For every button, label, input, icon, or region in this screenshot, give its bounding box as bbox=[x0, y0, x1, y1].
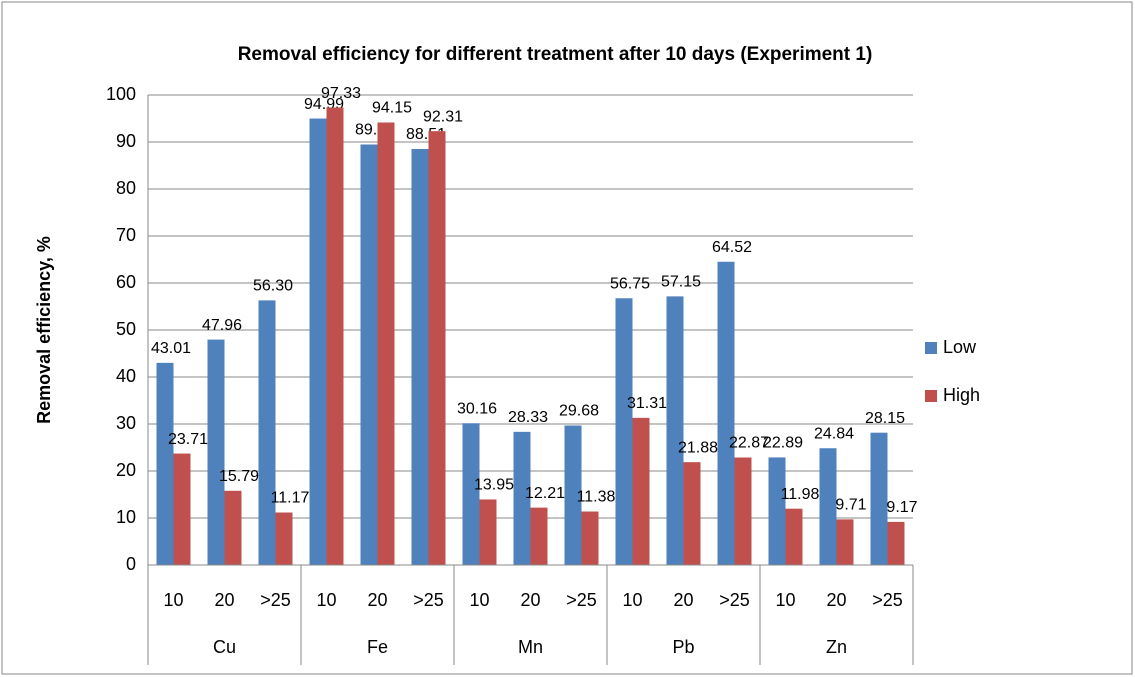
bar bbox=[666, 296, 684, 565]
bar bbox=[360, 144, 378, 565]
x-tick-label: >25 bbox=[566, 590, 597, 610]
data-label: 9.17 bbox=[886, 499, 917, 516]
data-label: 97.33 bbox=[321, 85, 361, 102]
x-tick-label: >25 bbox=[260, 590, 291, 610]
bar bbox=[819, 448, 837, 565]
x-tick-label: >25 bbox=[413, 590, 444, 610]
data-label: 56.30 bbox=[253, 278, 293, 295]
bar bbox=[207, 339, 225, 565]
y-tick-label: 10 bbox=[116, 507, 136, 527]
legend-label: Low bbox=[943, 337, 977, 357]
x-tick-label: 20 bbox=[826, 590, 846, 610]
legend-swatch bbox=[925, 342, 937, 354]
data-label: 13.95 bbox=[474, 477, 514, 494]
bar bbox=[309, 118, 327, 565]
bar bbox=[632, 417, 650, 565]
data-label: 12.21 bbox=[525, 485, 565, 502]
data-label: 21.88 bbox=[678, 439, 718, 456]
bar bbox=[428, 131, 446, 565]
bar bbox=[768, 457, 786, 565]
y-axis-label: Removal efficiency, % bbox=[34, 236, 54, 424]
bar bbox=[564, 425, 582, 565]
data-label: 11.98 bbox=[781, 486, 820, 503]
x-tick-label: 20 bbox=[214, 590, 234, 610]
bar bbox=[173, 453, 191, 565]
y-tick-label: 20 bbox=[116, 460, 136, 480]
x-tick-label: 20 bbox=[520, 590, 540, 610]
x-tick-label: 10 bbox=[316, 590, 336, 610]
data-label: 64.52 bbox=[712, 239, 752, 256]
data-label: 24.84 bbox=[814, 425, 854, 442]
y-tick-label: 0 bbox=[126, 554, 136, 574]
chart-title: Removal efficiency for different treatme… bbox=[238, 44, 873, 65]
y-tick-label: 40 bbox=[116, 366, 136, 386]
data-label: 30.16 bbox=[457, 400, 497, 417]
x-tick-label: >25 bbox=[719, 590, 750, 610]
bar bbox=[887, 521, 905, 565]
bar bbox=[479, 499, 497, 565]
group-label: Mn bbox=[518, 637, 543, 657]
x-tick-label: 10 bbox=[775, 590, 795, 610]
data-label: 92.31 bbox=[423, 108, 463, 125]
y-tick-label: 80 bbox=[116, 178, 136, 198]
bar bbox=[581, 511, 599, 565]
y-tick-label: 90 bbox=[116, 131, 136, 151]
legend-swatch bbox=[925, 390, 937, 402]
data-label: 11.17 bbox=[271, 490, 310, 507]
data-label: 47.96 bbox=[202, 317, 242, 334]
x-tick-label: 10 bbox=[163, 590, 183, 610]
bar bbox=[513, 431, 531, 565]
bar bbox=[734, 457, 752, 565]
bar bbox=[717, 261, 735, 565]
data-label: 31.31 bbox=[627, 395, 667, 412]
y-tick-label: 30 bbox=[116, 413, 136, 433]
x-tick-label: >25 bbox=[872, 590, 903, 610]
data-label: 28.33 bbox=[508, 409, 548, 426]
legend-label: High bbox=[943, 385, 980, 405]
bar bbox=[683, 462, 701, 565]
bar bbox=[836, 519, 854, 565]
bar bbox=[411, 149, 429, 566]
x-tick-label: 20 bbox=[673, 590, 693, 610]
group-label: Pb bbox=[672, 637, 694, 657]
data-label: 94.15 bbox=[372, 100, 412, 117]
data-label: 43.01 bbox=[151, 340, 191, 357]
data-label: 57.15 bbox=[661, 274, 701, 291]
bar bbox=[156, 362, 174, 565]
x-tick-label: 20 bbox=[367, 590, 387, 610]
data-label: 9.71 bbox=[835, 497, 866, 514]
data-label: 23.71 bbox=[168, 431, 208, 448]
bar bbox=[258, 300, 276, 565]
bar bbox=[785, 508, 803, 565]
bar bbox=[462, 423, 480, 565]
bar bbox=[224, 490, 242, 565]
data-label: 22.89 bbox=[763, 435, 803, 452]
group-label: Fe bbox=[367, 637, 388, 657]
y-tick-label: 60 bbox=[116, 272, 136, 292]
data-label: 28.15 bbox=[865, 410, 905, 427]
bar bbox=[377, 122, 395, 566]
bar bbox=[870, 432, 888, 565]
y-tick-label: 50 bbox=[116, 319, 136, 339]
bar bbox=[530, 507, 548, 565]
data-label: 29.68 bbox=[559, 403, 599, 420]
y-tick-label: 70 bbox=[116, 225, 136, 245]
data-label: 15.79 bbox=[219, 468, 259, 485]
group-label: Cu bbox=[213, 637, 236, 657]
bar bbox=[615, 298, 633, 565]
y-tick-label: 100 bbox=[106, 84, 136, 104]
x-tick-label: 10 bbox=[469, 590, 489, 610]
x-tick-label: 10 bbox=[622, 590, 642, 610]
bar bbox=[275, 512, 293, 565]
group-label: Zn bbox=[826, 637, 847, 657]
data-label: 56.75 bbox=[610, 275, 650, 292]
bar bbox=[326, 107, 344, 565]
data-label: 22.87 bbox=[729, 435, 769, 452]
data-label: 11.38 bbox=[577, 489, 616, 506]
